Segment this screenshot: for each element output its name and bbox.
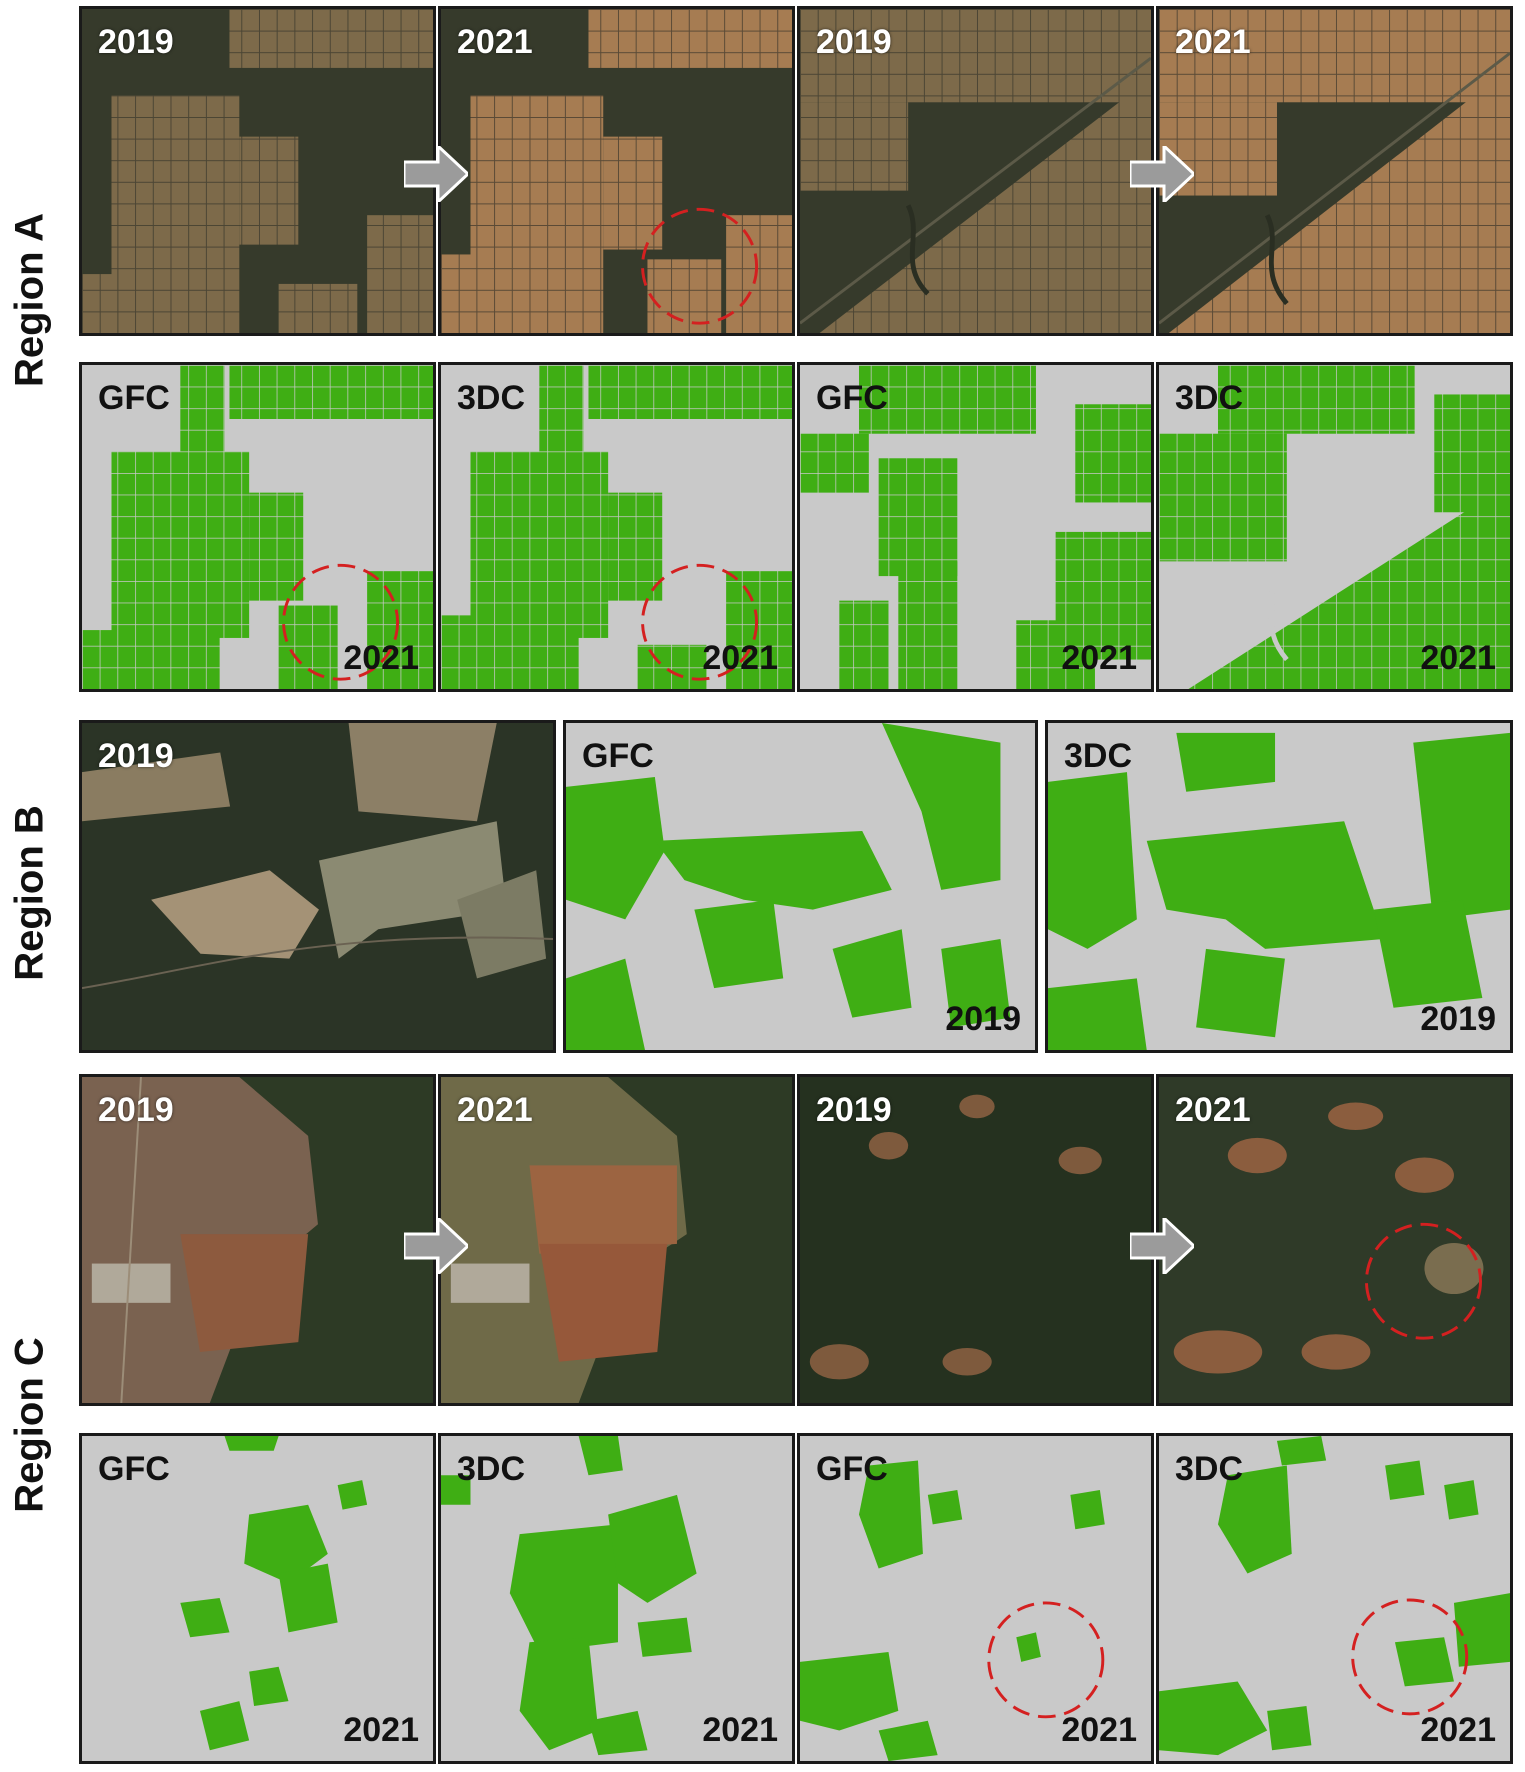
region-c-image-2: 2021 (438, 1074, 795, 1406)
region-a-mask-3dc-2: 3DC 2021 (1156, 362, 1513, 692)
region-c-image-3-year: 2019 (816, 1091, 892, 1129)
region-a-mask-2-product: 3DC (457, 379, 526, 417)
region-a-image-1: 2019 (79, 6, 436, 336)
region-a-mask-3-product: GFC (816, 379, 888, 417)
region-a-label: Region A (7, 212, 52, 388)
region-c-mask-3-product: GFC (816, 1450, 888, 1488)
region-b-mask-gfc: GFC 2019 (563, 720, 1038, 1053)
region-c-mask-1-product: GFC (98, 1450, 170, 1488)
region-c-mask-4-year: 2021 (1420, 1711, 1496, 1749)
region-a-image-2: 2021 (438, 6, 795, 336)
arrow-right-icon (404, 146, 468, 202)
region-c-image-2-year: 2021 (457, 1091, 533, 1129)
region-b-image: 2019 (79, 720, 556, 1053)
arrow-right-icon (404, 1218, 468, 1274)
region-a-image-4-year: 2021 (1175, 23, 1251, 61)
region-a-image-3: 2019 (797, 6, 1154, 336)
region-c-mask-gfc-2: GFC 2021 (797, 1433, 1154, 1764)
region-b-label: Region B (7, 805, 52, 981)
region-a-mask-3-year: 2021 (1061, 639, 1137, 677)
region-a-image-4: 2021 (1156, 6, 1513, 336)
arrow-right-icon (1130, 146, 1194, 202)
region-a-image-2-year: 2021 (457, 23, 533, 61)
region-c-image-1-year: 2019 (98, 1091, 174, 1129)
region-c-mask-3dc-2: 3DC 2021 (1156, 1433, 1513, 1764)
highlight-circle (1364, 1222, 1482, 1340)
region-b-image-year: 2019 (98, 737, 174, 775)
region-c-image-3: 2019 (797, 1074, 1154, 1406)
region-a-image-3-year: 2019 (816, 23, 892, 61)
highlight-circle (1351, 1598, 1469, 1716)
region-a-image-1-year: 2019 (98, 23, 174, 61)
region-a-mask-1-year: 2021 (343, 639, 419, 677)
region-b-mask-1-product: GFC (582, 737, 654, 775)
arrow-right-icon (1130, 1218, 1194, 1274)
highlight-circle (641, 563, 759, 681)
region-c-mask-3dc-1: 3DC 2021 (438, 1433, 795, 1764)
region-c-mask-2-year: 2021 (702, 1711, 778, 1749)
region-c-mask-gfc-1: GFC 2021 (79, 1433, 436, 1764)
region-b-mask-3dc: 3DC 2019 (1045, 720, 1513, 1053)
region-a-mask-1-product: GFC (98, 379, 170, 417)
highlight-circle (641, 207, 759, 325)
region-b-mask-2-product: 3DC (1064, 737, 1133, 775)
region-a-mask-4-year: 2021 (1420, 639, 1496, 677)
region-c-image-4-year: 2021 (1175, 1091, 1251, 1129)
region-b-mask-2-year: 2019 (1420, 1000, 1496, 1038)
region-a-mask-3dc-1: 3DC 2021 (438, 362, 795, 692)
region-c-mask-4-product: 3DC (1175, 1450, 1244, 1488)
region-a-mask-4-product: 3DC (1175, 379, 1244, 417)
region-a-mask-2-year: 2021 (702, 639, 778, 677)
region-b-mask-1-year: 2019 (945, 1000, 1021, 1038)
highlight-circle (282, 563, 400, 681)
region-c-label: Region C (7, 1337, 52, 1513)
region-a-mask-gfc-1: GFC 2021 (79, 362, 436, 692)
region-a-mask-gfc-2: GFC 2021 (797, 362, 1154, 692)
region-c-mask-3-year: 2021 (1061, 1711, 1137, 1749)
region-c-mask-2-product: 3DC (457, 1450, 526, 1488)
highlight-circle (987, 1601, 1105, 1719)
region-c-image-1: 2019 (79, 1074, 436, 1406)
region-c-mask-1-year: 2021 (343, 1711, 419, 1749)
region-c-image-4: 2021 (1156, 1074, 1513, 1406)
